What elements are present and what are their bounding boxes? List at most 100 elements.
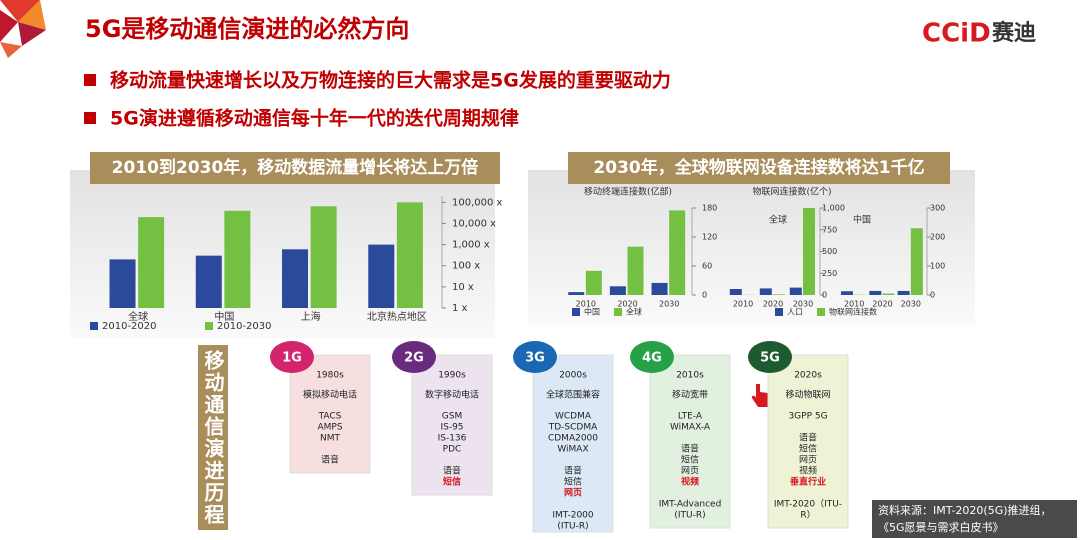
- badge: [270, 341, 314, 373]
- card-text: 视频: [681, 476, 699, 488]
- bar: [759, 288, 772, 295]
- card-text: PDC: [443, 445, 462, 455]
- card: [532, 354, 614, 533]
- bar: [651, 282, 668, 295]
- card-text: TD-SCDMA: [548, 423, 598, 433]
- card-text: 移动宽带: [672, 389, 708, 401]
- card: [289, 354, 371, 474]
- card-text: TACS: [318, 412, 342, 422]
- source-box: [872, 500, 1077, 538]
- x-tick-label: 2010: [576, 300, 596, 309]
- card-text: 短信: [564, 476, 582, 488]
- badge: [513, 341, 557, 373]
- card-text: 网页: [564, 488, 582, 499]
- card-text: 语音: [564, 465, 582, 477]
- y-tick-label: 180: [702, 204, 717, 213]
- card-text: 2010s: [676, 371, 704, 381]
- card-text: 2000s: [559, 371, 587, 381]
- badge-label: 5G: [760, 351, 780, 366]
- bar: [882, 293, 895, 295]
- y-tick-label: 1,000: [822, 204, 845, 213]
- y-tick-label: 200: [930, 233, 945, 242]
- legend-label: 物联网连接数: [829, 307, 877, 317]
- y-tick-label: 10,000 x: [452, 218, 496, 229]
- chart-title: 物联网连接数(亿个): [752, 186, 831, 198]
- card-text: 垂直行业: [790, 476, 826, 488]
- card-text: 短信: [799, 443, 817, 455]
- card-text: WiMAX-A: [670, 423, 711, 433]
- card-text: 视频: [799, 465, 817, 477]
- legend-label: 全球: [626, 307, 642, 317]
- card-text: IS-136: [438, 434, 467, 444]
- x-tick-label: 2030: [901, 300, 921, 309]
- y-tick-label: 100,000 x: [452, 197, 503, 208]
- x-tick-label: 2010: [844, 300, 864, 309]
- bar: [609, 286, 626, 295]
- card: [411, 354, 493, 496]
- card-text: 数字移动电话: [425, 389, 479, 401]
- legend-swatch: [614, 308, 622, 316]
- legend-label: 2010-2020: [102, 321, 157, 332]
- bullet: 移动流量快速增长以及万物连接的巨大需求是5G发展的重要驱动力: [110, 69, 671, 92]
- bar: [840, 291, 853, 295]
- card-text: IMT-2020（ITU-: [774, 499, 842, 510]
- card: [767, 354, 849, 529]
- bar: [109, 259, 136, 308]
- badge: [748, 341, 792, 373]
- legend-swatch: [205, 322, 213, 330]
- bar: [803, 208, 815, 295]
- bar: [282, 249, 309, 308]
- logo: CCiD: [922, 19, 991, 49]
- x-tick-label: 全球: [128, 310, 148, 323]
- x-tick-label: 2020: [763, 300, 783, 309]
- decoration: [0, 0, 46, 58]
- bar: [138, 217, 165, 308]
- annotation: 全球: [769, 214, 787, 226]
- y-tick-label: 1,000 x: [452, 240, 490, 251]
- bar: [396, 202, 423, 308]
- card-text: 语音: [799, 432, 817, 444]
- bar: [773, 294, 785, 295]
- badge-label: 4G: [642, 351, 662, 366]
- y-tick-label: 0: [822, 291, 827, 300]
- legend-label: 中国: [584, 307, 600, 317]
- x-tick-label: 2030: [659, 300, 679, 309]
- x-tick-label: 中国: [214, 310, 234, 323]
- legend-swatch: [775, 308, 783, 316]
- y-tick-label: 120: [702, 233, 717, 242]
- card-text: 网页: [681, 466, 699, 477]
- card-text: 语音: [443, 465, 461, 477]
- banner-text: 2010到2030年，移动数据流量增长将达上万倍: [112, 157, 479, 178]
- bar: [729, 288, 742, 295]
- card-text: 短信: [681, 454, 699, 466]
- x-tick-label: 上海: [301, 310, 321, 323]
- y-tick-label: 300: [930, 204, 945, 213]
- bar: [910, 228, 923, 295]
- card-text: 2020s: [794, 371, 822, 381]
- card-text: 1980s: [316, 371, 344, 381]
- card-text: IS-95: [440, 423, 463, 433]
- bar: [789, 287, 802, 295]
- x-tick-label: 北京热点地区: [367, 310, 427, 323]
- legend-swatch: [572, 308, 580, 316]
- annotation: 中国: [853, 214, 871, 226]
- x-tick-label: 2030: [793, 300, 813, 309]
- card-text: WCDMA: [555, 412, 592, 422]
- bar: [224, 210, 251, 308]
- badge-label: 2G: [404, 351, 424, 366]
- y-tick-label: 500: [822, 247, 837, 256]
- card-text: 短信: [443, 476, 461, 488]
- bar: [897, 290, 910, 295]
- bar: [869, 290, 882, 295]
- bar: [627, 246, 644, 295]
- y-tick-label: 0: [930, 291, 935, 300]
- banner: [90, 152, 500, 184]
- card-text: 语音: [681, 443, 699, 455]
- bar: [368, 244, 395, 308]
- card-text: (ITU-R): [557, 522, 588, 532]
- y-tick-label: 100: [930, 262, 945, 271]
- legend-swatch: [90, 322, 98, 330]
- pointer-icon: [751, 384, 772, 407]
- y-tick-label: 750: [822, 225, 837, 234]
